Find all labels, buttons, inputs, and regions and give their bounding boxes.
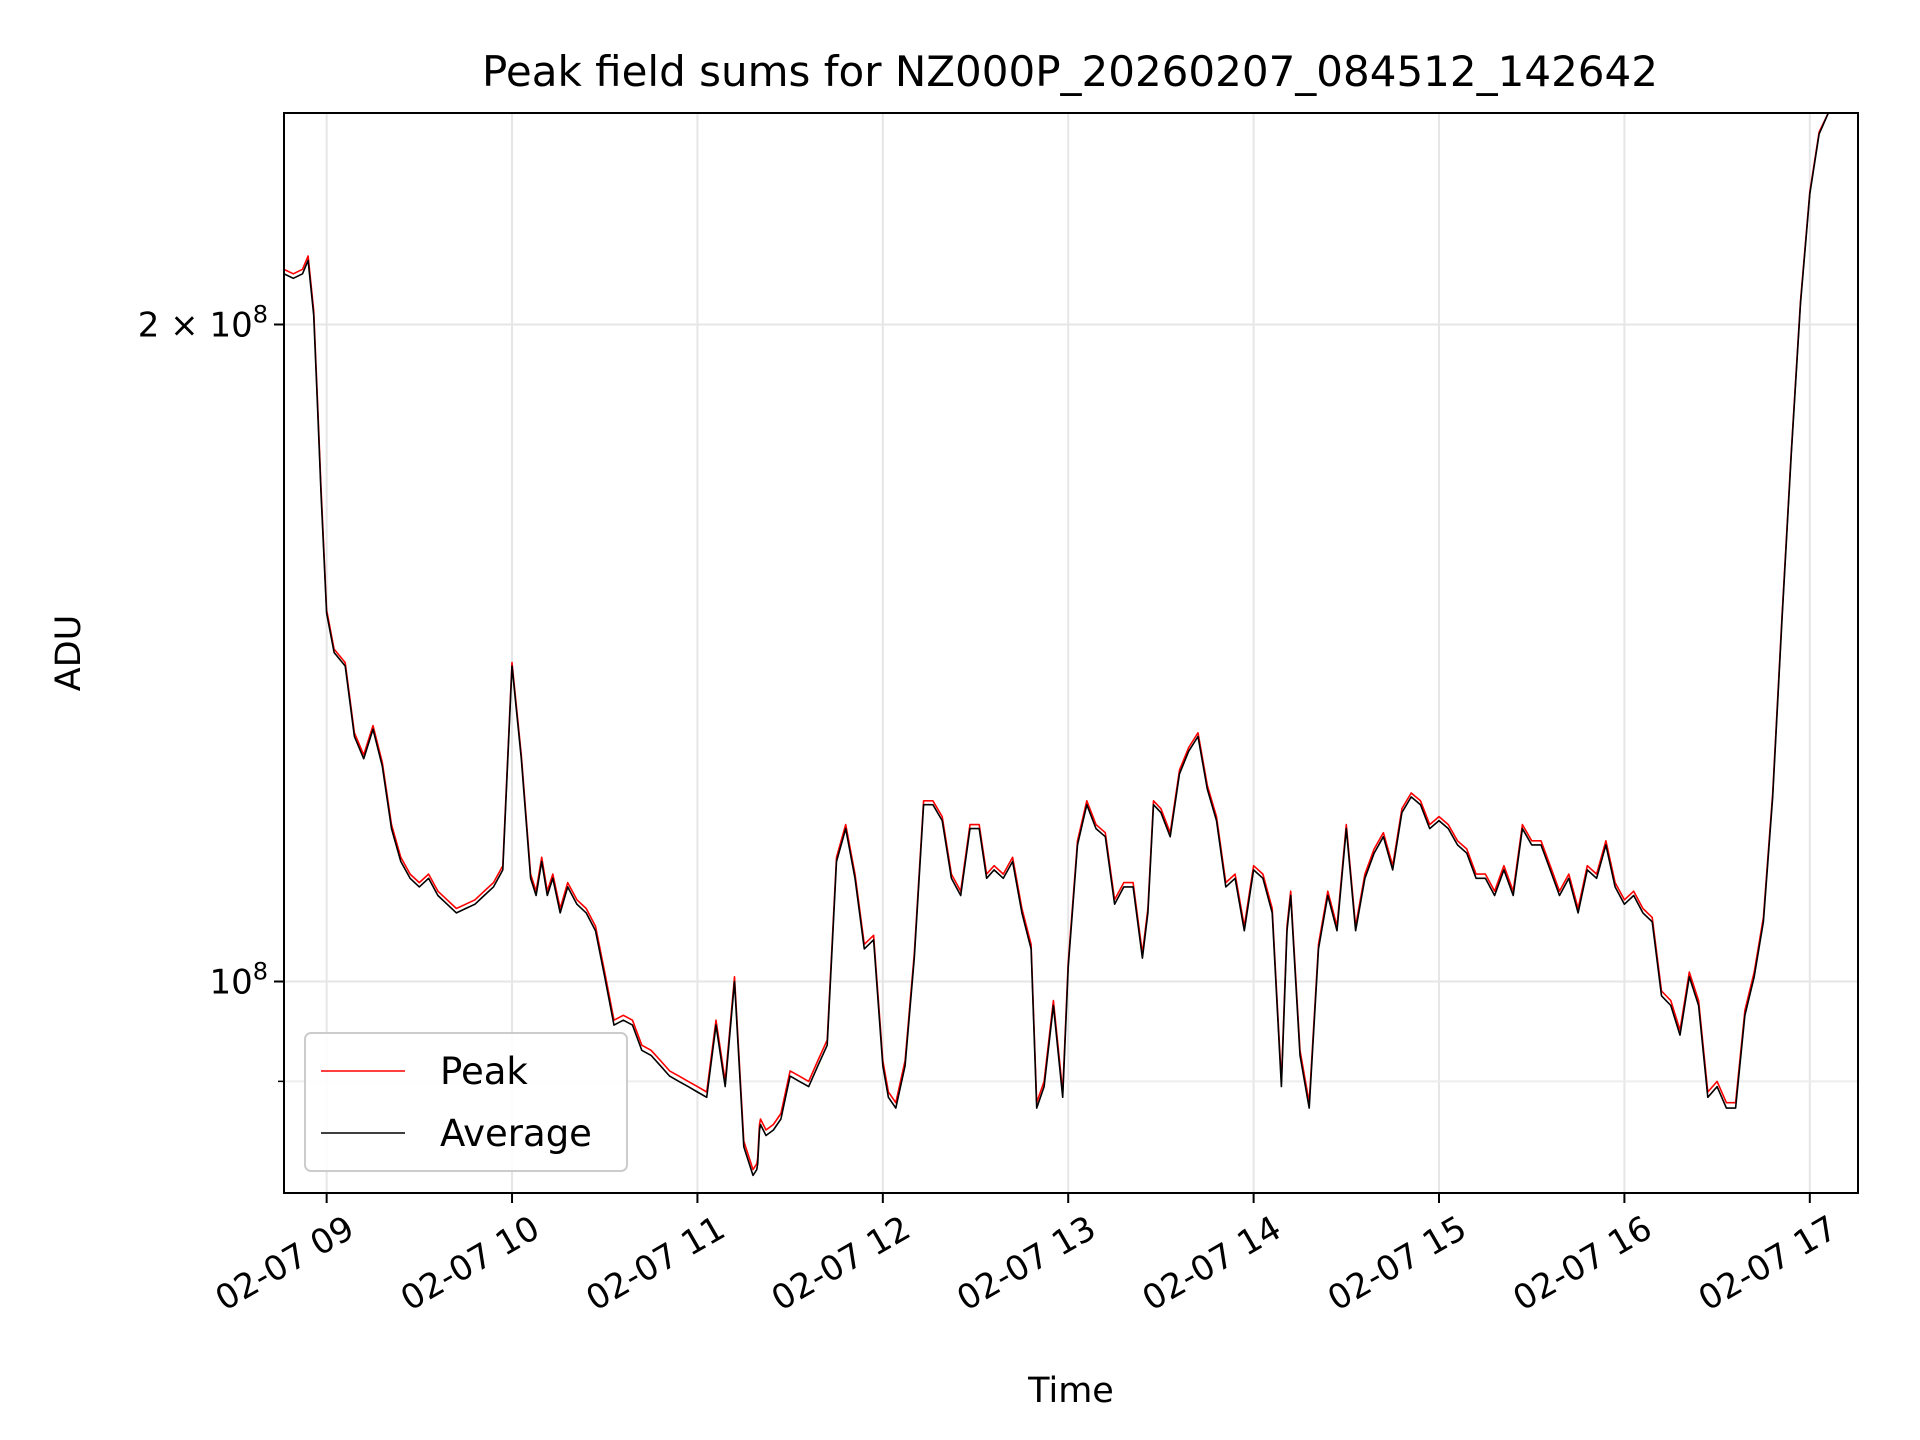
y-axis-label: ADU <box>49 615 89 692</box>
series-line-average <box>284 113 1858 1177</box>
chart-title: Peak field sums for NZ000P_20260207_0845… <box>482 47 1658 96</box>
y-tick-label-exponent: 8 <box>253 301 268 329</box>
y-tick-label-base: 10 <box>209 962 252 1002</box>
plot-series <box>284 113 1858 1177</box>
y-tick-label: 2 × 108 <box>138 301 268 346</box>
plot-area-frame <box>283 112 1859 1194</box>
grid <box>284 113 1858 1193</box>
legend: Peak Average <box>304 1032 628 1172</box>
legend-box <box>304 1032 628 1172</box>
legend-label-peak: Peak <box>440 1050 528 1093</box>
y-tick-label-base: 2 × 10 <box>138 306 253 346</box>
x-axis-label: Time <box>1027 1371 1114 1411</box>
y-tick-label: 108 <box>209 957 268 1002</box>
legend-label-average: Average <box>440 1112 592 1155</box>
y-tick-label-exponent: 8 <box>253 957 268 985</box>
